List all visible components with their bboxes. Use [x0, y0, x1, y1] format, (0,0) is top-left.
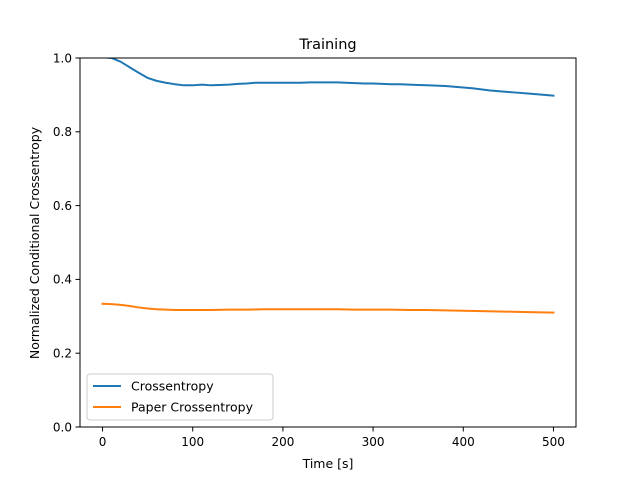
y-tick-label: 0.8 [53, 125, 72, 139]
series-layer [101, 58, 555, 314]
series-line-1 [101, 302, 555, 314]
x-tick-label: 0 [99, 435, 107, 449]
plot-frame [79, 57, 577, 428]
x-tick-label: 400 [452, 435, 475, 449]
x-tick-label: 300 [362, 435, 385, 449]
y-tick-label: 1.0 [53, 51, 72, 65]
y-tick-label: 0.4 [53, 273, 72, 287]
x-axis-label: Time [s] [302, 456, 354, 471]
legend: Crossentropy Paper Crossentropy [86, 373, 274, 421]
chart-title: Training [298, 37, 356, 53]
legend-box [86, 373, 274, 421]
axes-layer: 0 100 200 300 400 500 0.0 0.2 0.4 0.6 0.8 1.0 [53, 51, 577, 449]
legend-label: Paper Crossentropy [131, 400, 254, 415]
y-tick-label: 0.6 [53, 199, 72, 213]
y-tick-label: 0.0 [53, 420, 72, 434]
x-tick-label: 100 [181, 435, 204, 449]
y-tick-label: 0.2 [53, 347, 72, 361]
legend-label: Crossentropy [131, 379, 214, 394]
y-axis-label: Normalized Conditional Crossentropy [27, 126, 42, 359]
series-line-0 [101, 58, 555, 97]
x-tick-label: 200 [271, 435, 294, 449]
x-tick-label: 500 [542, 435, 565, 449]
